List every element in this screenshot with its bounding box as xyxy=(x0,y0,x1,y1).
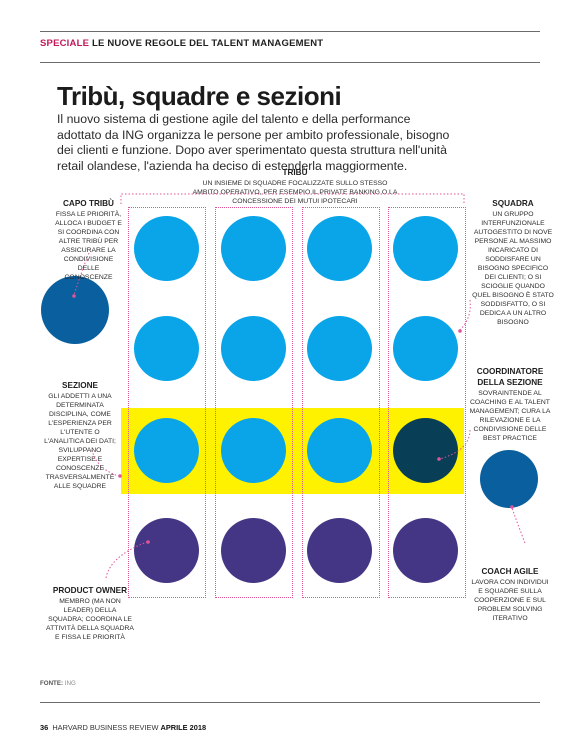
publication-name: HARVARD BUSINESS REVIEW xyxy=(52,723,159,732)
squad-member xyxy=(134,216,199,281)
squad-label: SQUADRA UN GRUPPO INTERFUNZIONALE AUTOGE… xyxy=(472,198,554,327)
tribe-bracket xyxy=(120,193,465,204)
agile-coach-node xyxy=(480,450,538,508)
product-owner-title: PRODUCT OWNER xyxy=(52,586,128,595)
connector-dot xyxy=(510,505,514,509)
chapter-title: SEZIONE xyxy=(62,381,98,390)
squad-column xyxy=(215,207,293,598)
product-owner-node xyxy=(393,518,458,583)
chapter-lead-desc: SOVRAINTENDE AL COACHING E AL TALENT MAN… xyxy=(469,390,551,442)
coach-connector xyxy=(511,507,526,544)
squad-member xyxy=(134,316,199,381)
chapter-label: SEZIONE GLI ADDETTI A UNA DETERMINATA DI… xyxy=(40,380,120,491)
squad-column xyxy=(388,207,466,598)
tribe-label: TRIBÙ UN INSIEME DI SQUADRE FOCALIZZATE … xyxy=(190,167,400,206)
product-owner-connector xyxy=(105,541,148,579)
connector-dot xyxy=(458,329,462,333)
chapter-member xyxy=(307,418,372,483)
header-rule xyxy=(40,31,540,32)
squad-member xyxy=(221,316,286,381)
agile-coach-desc: LAVORA CON INDIVIDUI E SQUADRE SULLA COO… xyxy=(471,579,549,622)
chapter-lead-connector xyxy=(439,429,471,460)
section-title: LE NUOVE REGOLE DEL TALENT MANAGEMENT xyxy=(91,38,324,49)
chapter-desc: GLI ADDETTI A UNA DETERMINATA DISCIPLINA… xyxy=(44,393,116,490)
agile-coach-title: COACH AGILE xyxy=(481,567,539,576)
chapter-lead-title: COORDINATORE DELLA SEZIONE xyxy=(476,367,544,387)
tribe-lead-desc: FISSA LE PRIORITÀ, ALLOCA I BUDGET E SI … xyxy=(55,211,122,281)
connector-dot xyxy=(146,540,150,544)
product-owner-node xyxy=(221,518,286,583)
chapter-lead-label: COORDINATORE DELLA SEZIONE SOVRAINTENDE … xyxy=(468,366,552,443)
tribe-lead-title: CAPO TRIBÙ xyxy=(63,199,114,208)
squad-member xyxy=(221,216,286,281)
squad-member xyxy=(307,316,372,381)
squad-member xyxy=(393,216,458,281)
squad-member xyxy=(393,316,458,381)
section-label: SPECIALE xyxy=(40,38,90,49)
product-owner-desc: MEMBRO (MA NON LEADER) DELLA SQUADRA; CO… xyxy=(46,598,134,641)
tribe-title: TRIBÙ xyxy=(282,168,308,177)
squad-column xyxy=(302,207,380,598)
source-label: FONTE: xyxy=(40,680,64,687)
squad-desc: UN GRUPPO INTERFUNZIONALE AUTOGESTITO DI… xyxy=(472,211,554,326)
product-owner-node xyxy=(307,518,372,583)
connector-dot xyxy=(72,294,76,298)
squad-column xyxy=(128,207,206,598)
product-owner-label: PRODUCT OWNER MEMBRO (MA NON LEADER) DEL… xyxy=(46,585,134,642)
agile-coach-label: COACH AGILE LAVORA CON INDIVIDUI E SQUAD… xyxy=(470,566,550,623)
tribe-desc: UN INSIEME DI SQUADRE FOCALIZZATE SULLO … xyxy=(192,180,398,205)
tribe-lead-node xyxy=(41,276,109,344)
chapter-member xyxy=(221,418,286,483)
section-kicker: SPECIALE LE NUOVE REGOLE DEL TALENT MANA… xyxy=(40,38,323,49)
squad-title: SQUADRA xyxy=(492,199,534,208)
intro-paragraph: Il nuovo sistema di gestione agile del t… xyxy=(57,112,450,173)
page-title: Tribù, squadre e sezioni xyxy=(57,81,342,111)
squad-connector xyxy=(459,299,471,331)
chapter-connector xyxy=(91,449,119,477)
tribe-lead-label: CAPO TRIBÙ FISSA LE PRIORITÀ, ALLOCA I B… xyxy=(55,198,122,282)
folio: 36 HARVARD BUSINESS REVIEW APRILE 2018 xyxy=(40,723,206,732)
squad-member xyxy=(307,216,372,281)
chapter-lead-node xyxy=(393,418,458,483)
chapter-member xyxy=(134,418,199,483)
footer-rule xyxy=(40,702,540,703)
page-number: 36 xyxy=(40,723,49,732)
issue-date: APRILE 2018 xyxy=(160,723,207,732)
connector-dot xyxy=(118,474,122,478)
source-credit: FONTE: ING xyxy=(40,680,76,687)
source-name: ING xyxy=(64,680,76,687)
connector-dot xyxy=(437,457,441,461)
header-rule-bottom xyxy=(40,62,540,63)
product-owner-node xyxy=(134,518,199,583)
